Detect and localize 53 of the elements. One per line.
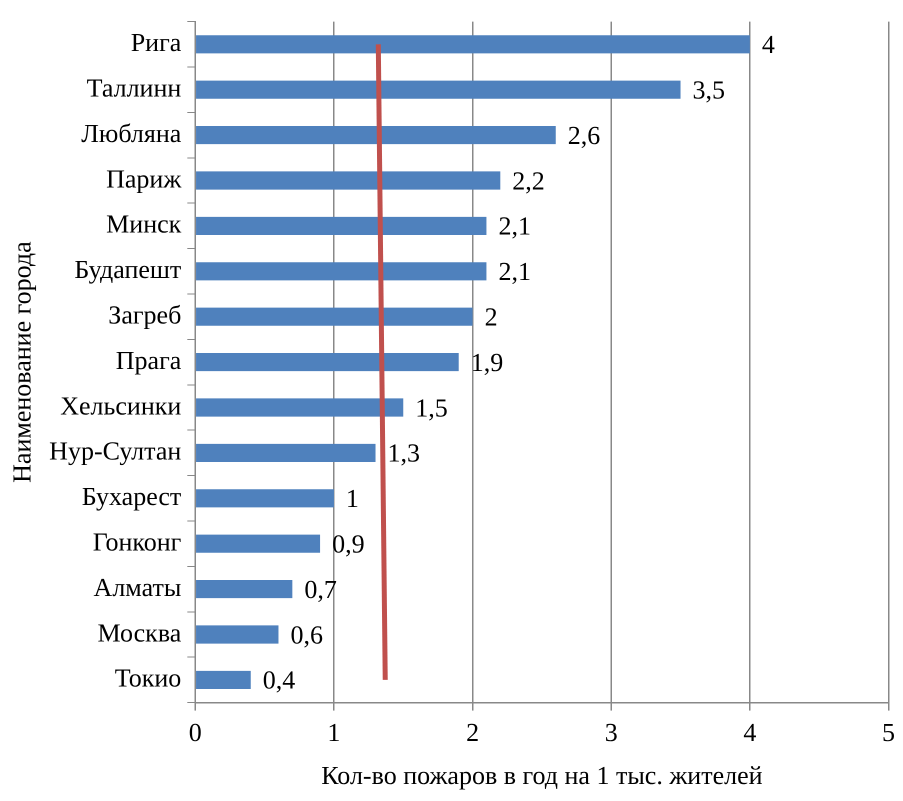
data-label: 2,1 xyxy=(498,212,531,241)
y-tick-label: Нур-Султан xyxy=(49,436,182,466)
y-tick-label: Рига xyxy=(130,28,182,58)
bar xyxy=(196,262,486,280)
bar xyxy=(196,398,404,417)
y-tick-label: Токио xyxy=(114,664,182,693)
bar xyxy=(196,216,486,235)
y-tick-label: Бухарест xyxy=(82,482,182,512)
y-tick-label: Прага xyxy=(116,346,182,375)
x-tick-label: 3 xyxy=(604,718,618,748)
bar xyxy=(196,80,681,99)
bar xyxy=(196,670,251,689)
y-tick-label: Таллинн xyxy=(86,74,182,103)
data-label: 1,5 xyxy=(415,393,448,422)
bar xyxy=(196,126,556,144)
bar xyxy=(196,171,500,190)
bar xyxy=(196,534,320,553)
x-tick-label: 2 xyxy=(466,718,480,748)
y-tick-label: Париж xyxy=(106,164,182,194)
data-label: 0,4 xyxy=(262,666,296,695)
x-tick-label: 1 xyxy=(327,718,340,748)
data-label: 4 xyxy=(762,30,775,60)
x-tick-label: 4 xyxy=(743,718,756,748)
y-tick-label: Гонконг xyxy=(92,528,182,557)
data-label: 2,2 xyxy=(512,166,545,196)
x-tick-label: 0 xyxy=(188,718,202,748)
y-tick-label: Любляна xyxy=(81,118,182,148)
data-label: 0,7 xyxy=(304,574,337,604)
x-tick-label: 5 xyxy=(882,718,895,748)
data-label: 2,6 xyxy=(568,120,600,150)
bar xyxy=(196,489,334,508)
data-label: 3,5 xyxy=(692,76,726,105)
bar xyxy=(196,308,473,326)
bar xyxy=(196,353,459,372)
data-label: 1,9 xyxy=(470,348,504,377)
x-axis-title: Кол-во пожаров в год на 1 тыс. жителей xyxy=(321,761,763,790)
data-label: 2,1 xyxy=(498,257,531,286)
y-axis-title: Наименование города xyxy=(7,240,36,483)
data-label: 1,3 xyxy=(388,438,420,468)
data-label: 0,9 xyxy=(332,530,365,559)
y-tick-label: Загреб xyxy=(108,300,182,330)
bar xyxy=(196,580,292,598)
y-tick-label: Москва xyxy=(98,618,182,648)
bar xyxy=(196,444,376,462)
data-label: 1 xyxy=(346,484,359,514)
data-label: 0,6 xyxy=(290,620,323,650)
bar xyxy=(196,35,750,54)
data-label: 2 xyxy=(484,302,498,332)
bar xyxy=(196,625,278,644)
y-tick-label: Алматы xyxy=(94,572,182,602)
y-tick-label: Будапешт xyxy=(74,255,182,284)
y-tick-label: Хельсинки xyxy=(60,391,182,420)
y-tick-label: Минск xyxy=(106,210,182,239)
